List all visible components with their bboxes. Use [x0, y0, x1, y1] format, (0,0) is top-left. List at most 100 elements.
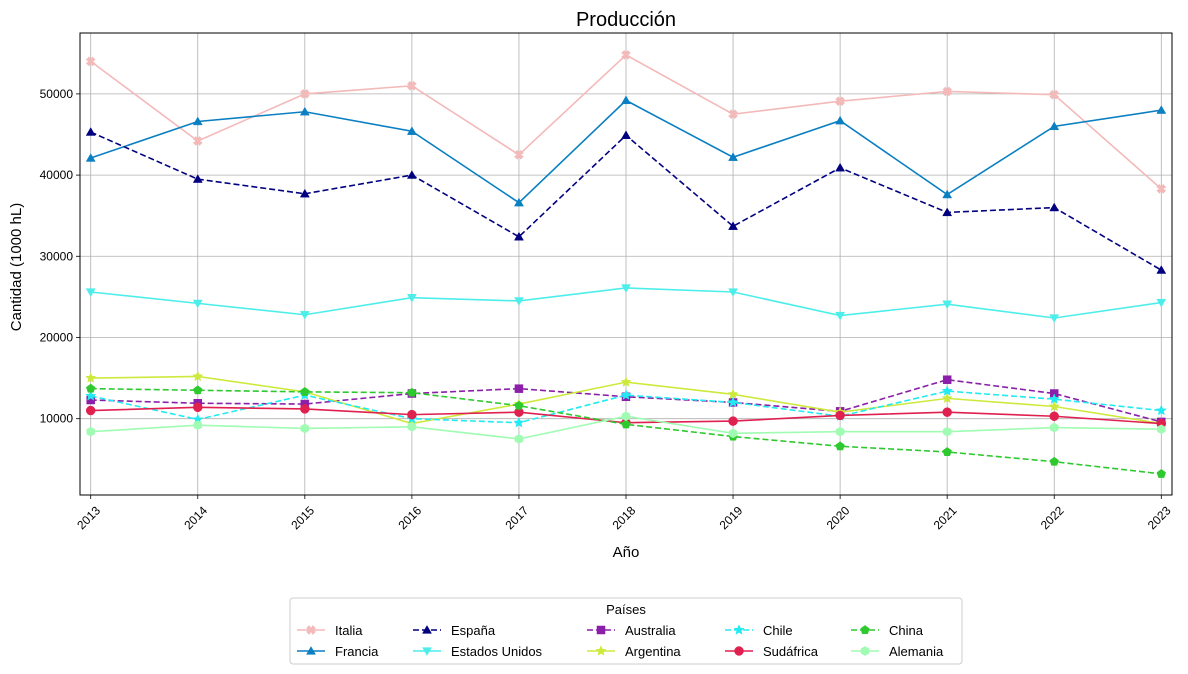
series-espana-point	[835, 162, 846, 172]
plot-series	[85, 49, 1167, 478]
series-espana	[85, 127, 1167, 274]
series-chile-point	[941, 385, 953, 396]
series-francia-point	[514, 197, 524, 207]
series-italia-point	[192, 135, 203, 146]
series-italia-point	[1049, 89, 1060, 100]
series-espana-point	[942, 207, 953, 217]
legend-label: Italia	[335, 623, 363, 638]
series-chile-point	[1155, 404, 1167, 416]
series-francia-point	[85, 153, 96, 162]
series-alemania-point	[835, 426, 845, 437]
legend-label: España	[451, 623, 496, 638]
series-estados-unidos-point	[1156, 298, 1167, 308]
series-australia-point	[942, 375, 952, 384]
legend-marker	[422, 625, 432, 634]
legend-label: Australia	[625, 623, 676, 638]
series-estados-unidos-point	[728, 288, 738, 297]
series-sudafrica-point	[728, 416, 738, 426]
series-francia-point	[942, 189, 953, 199]
series-estados-unidos-point	[406, 294, 417, 303]
legend-label: Argentina	[625, 644, 681, 659]
series-alemania-point	[942, 426, 952, 437]
legend-title: Países	[606, 602, 646, 617]
series-argentina-point	[192, 370, 204, 382]
series-alemania-point	[1157, 424, 1166, 435]
series-sudafrica-point	[300, 404, 310, 414]
legend-item: China	[851, 623, 924, 638]
series-sudafrica-point	[942, 407, 952, 417]
series-espana-point	[728, 221, 738, 230]
legend-item: España	[413, 623, 496, 638]
series-chile-line	[90, 390, 1162, 424]
series-estados-unidos-point	[192, 299, 203, 309]
legend-item: Alemania	[851, 644, 944, 659]
y-axis: 10000 20000 30000 40000 50000	[40, 87, 80, 426]
series-china-point	[514, 400, 524, 410]
series-alemania-point	[514, 434, 524, 444]
legend-marker	[306, 646, 316, 655]
series-espana-point	[299, 188, 310, 198]
series-francia-point	[1049, 121, 1060, 131]
series-francia-point	[835, 115, 846, 125]
series-francia-point	[406, 126, 417, 135]
x-axis-label: Año	[613, 544, 640, 561]
series-chile-point	[1048, 393, 1060, 404]
legend-item: Sudáfrica	[725, 644, 819, 659]
series-argentina-point	[620, 376, 632, 387]
y-tick-label: 10000	[40, 412, 74, 426]
series-italia-point	[513, 149, 524, 160]
series-alemania-point	[728, 428, 738, 439]
series-estados-unidos-point	[835, 311, 846, 321]
series-china-point	[942, 447, 952, 456]
series-china-point	[193, 385, 203, 395]
series-espana-point	[85, 127, 96, 136]
series-china-point	[621, 419, 631, 429]
series-china-point	[300, 386, 310, 396]
series-italia-point	[835, 96, 846, 107]
series-alemania-point	[1050, 422, 1059, 433]
series-argentina-point	[941, 392, 953, 404]
series-francia-point	[299, 106, 310, 116]
series-chile-point	[727, 396, 739, 408]
series-argentina-point	[1048, 400, 1060, 412]
series-australia-point	[514, 384, 524, 393]
series-estados-unidos	[85, 284, 1167, 323]
legend-item: Argentina	[587, 644, 681, 659]
legend-label: Sudáfrica	[763, 644, 819, 659]
legend-frame	[289, 597, 963, 665]
series-estados-unidos-point	[1049, 314, 1060, 323]
series-estados-unidos-point	[85, 288, 96, 297]
series-alemania-point	[86, 426, 95, 437]
series-alemania	[86, 411, 1166, 444]
series-italia-point	[1156, 183, 1167, 194]
series-estados-unidos-point	[299, 311, 310, 320]
series-chile-point	[513, 416, 525, 428]
series-espana-point	[1156, 265, 1167, 274]
series-francia-point	[1156, 105, 1167, 114]
series-alemania-point	[300, 423, 310, 434]
series-china	[86, 383, 1166, 478]
series-italia-point	[85, 56, 96, 67]
series-sudafrica-point	[193, 402, 203, 413]
series-estados-unidos-point	[514, 297, 524, 306]
series-argentina-point	[85, 372, 97, 383]
legend-marker	[595, 645, 607, 656]
y-axis-label: Cantidad (1000 hL)	[8, 203, 25, 331]
legend: Países Italia Francia España Estados Unidos…	[289, 597, 963, 665]
series-italia-point	[728, 109, 739, 120]
legend-item: Estados Unidos	[413, 644, 543, 659]
legend-marker	[734, 646, 744, 656]
y-tick-label: 50000	[40, 87, 74, 101]
series-china-line	[90, 387, 1162, 475]
y-tick-label: 40000	[40, 168, 74, 182]
series-sudafrica-point	[85, 405, 96, 416]
series-italia-point	[299, 88, 310, 99]
series-alemania-point	[407, 421, 417, 432]
series-chile-point	[85, 390, 97, 401]
legend-marker	[422, 647, 432, 656]
legend-label: China	[889, 623, 924, 638]
series-italia	[85, 49, 1167, 194]
series-china-point	[86, 383, 96, 393]
series-estados-unidos-point	[942, 300, 953, 310]
